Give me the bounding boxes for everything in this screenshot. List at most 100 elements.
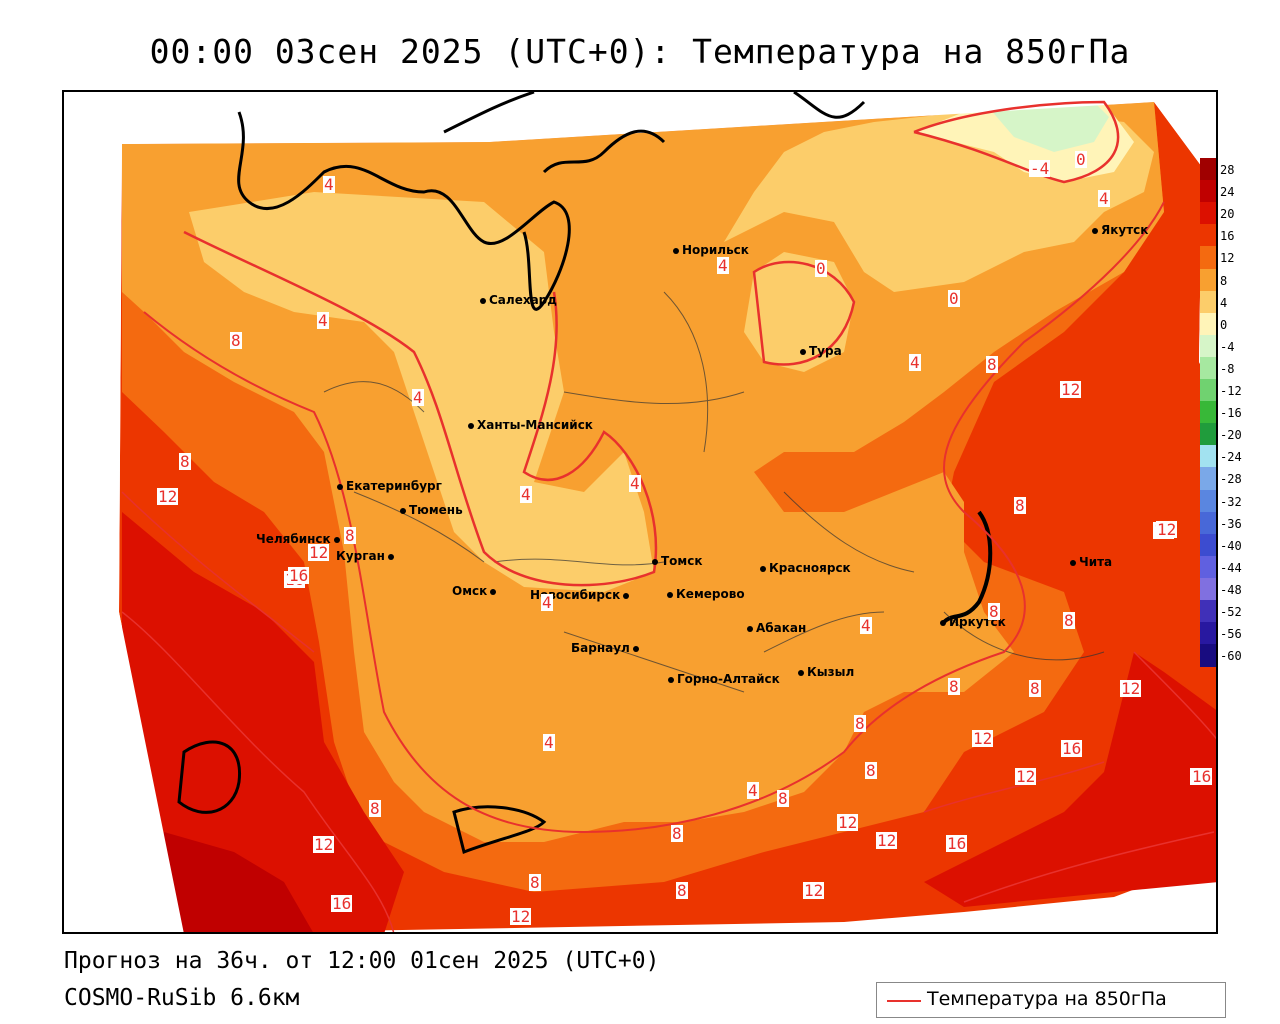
colorbar-cell (1200, 334, 1216, 358)
colorbar-tick-label: 12 (1220, 251, 1235, 266)
colorbar-tick-label: -56 (1220, 627, 1242, 642)
colorbar-cell (1200, 600, 1216, 623)
contour-label: 0 (948, 289, 960, 308)
city-name: Красноярск (769, 561, 851, 575)
city-dot (760, 565, 766, 572)
city-tomsk: Томск (652, 554, 703, 568)
colorbar-cell (1200, 445, 1216, 468)
city-name: Ханты-Мансийск (477, 418, 593, 432)
colorbar-cell (1200, 622, 1216, 645)
city-dot (468, 422, 474, 429)
city-name: Абакан (756, 621, 807, 635)
colorbar-cell (1200, 644, 1216, 667)
contour-label: 12 (972, 729, 994, 748)
contour-label: 8 (1063, 611, 1075, 630)
city-tyumen: Тюмень (400, 503, 463, 517)
caspian-lake (177, 740, 242, 814)
city-kemerovo: Кемерово (667, 587, 745, 601)
lake-baikal (942, 510, 993, 624)
colorbar-cell (1200, 158, 1216, 181)
contour-label: 4 (543, 733, 555, 752)
contour-label: 8 (344, 526, 356, 545)
colorbar-tick-label: -44 (1220, 560, 1242, 575)
colorbar-tick-label: -24 (1220, 450, 1242, 465)
colorbar-tick-label: -60 (1220, 649, 1242, 664)
outside-domain-top (64, 92, 1216, 144)
colorbar-tick-label: 4 (1220, 295, 1228, 310)
coastline (237, 92, 866, 311)
city-norilsk: Норильск (673, 243, 749, 257)
colorbar-tick-label: -12 (1220, 384, 1242, 398)
contour-label: 12 (308, 543, 330, 562)
temperature-map[interactable]: Норильск Якутск Салехард Тура Ханты-Манс… (62, 90, 1218, 934)
contour-label: 12 (1060, 380, 1082, 399)
colorbar-tick-label: -36 (1220, 516, 1242, 531)
contour-label: 8 (369, 799, 381, 818)
city-name: Кызыл (807, 665, 855, 679)
colorbar-cell (1200, 511, 1216, 535)
city-dot (747, 625, 753, 632)
contour-label: 12 (313, 835, 335, 854)
field-16-20-east (924, 652, 1216, 907)
region-borders (323, 291, 1105, 693)
contour-label: 8 (988, 602, 1000, 621)
field-0-4-tura (744, 252, 854, 372)
contour-label: 12 (1120, 679, 1142, 698)
city-dot (623, 592, 630, 599)
colorbar-cell (1200, 268, 1216, 292)
contour-label: 4 (1098, 189, 1110, 208)
contour-label: 16 (1061, 739, 1083, 758)
contour-label: 12 (157, 487, 179, 506)
colorbar-cell (1200, 467, 1216, 490)
contour-label: 12 (510, 907, 532, 926)
colorbar-tick-label: 0 (1220, 317, 1228, 332)
contour-label: 8 (529, 873, 541, 892)
colorbar-tick-label: -20 (1220, 428, 1242, 443)
legend-box: Температура на 850гПа (876, 982, 1226, 1018)
city-name: Курган (336, 549, 385, 563)
contour-label: 8 (948, 677, 960, 696)
contour-label: 8 (1029, 679, 1041, 698)
city-abakan: Абакан (747, 621, 806, 635)
city-ekaterinburg: Екатеринбург (337, 479, 442, 493)
colorbar-tick-label: -48 (1220, 582, 1242, 597)
city-barnaul: Барнаул (571, 641, 642, 655)
contour-label: 4 (317, 311, 329, 330)
colorbar-cell (1200, 533, 1216, 557)
model-name: COSMO-RuSib 6.6км (64, 985, 300, 1011)
city-dot (940, 619, 946, 626)
city-salekhard: Салехард (480, 293, 557, 307)
city-name: Норильск (682, 243, 749, 257)
city-dot (337, 483, 343, 490)
outside-domain-left (64, 144, 184, 932)
contour-label: 4 (412, 388, 424, 407)
contour-label: 12 (837, 813, 859, 832)
forecast-info: Прогноз на 36ч. от 12:00 01сен 2025 (UTC… (64, 948, 660, 974)
contour-label: 4 (747, 781, 759, 800)
contour-label: 16 (331, 894, 353, 913)
map-title: 00:00 03сен 2025 (UTC+0): Температура на… (149, 32, 1131, 71)
city-name: Тура (809, 344, 842, 358)
field-16-20-west (122, 512, 404, 932)
city-khanty-mansiysk: Ханты-Мансийск (468, 418, 593, 432)
isotherm-4 (183, 230, 658, 587)
city-name: Тюмень (409, 503, 463, 517)
city-tura: Тура (800, 344, 842, 358)
city-krasnoyarsk: Красноярск (760, 561, 851, 575)
city-name: Якутск (1101, 223, 1149, 237)
city-dot (652, 558, 658, 565)
colorbar-tick-label: -32 (1220, 494, 1242, 509)
contour-label: 8 (986, 355, 998, 374)
colorbar-tick-label: 16 (1220, 229, 1235, 244)
city-name: Омск (452, 584, 488, 598)
city-dot (490, 588, 497, 595)
colorbar-cell (1200, 423, 1216, 446)
contour-label: 16 (1191, 767, 1213, 786)
contour-label: 4 (520, 485, 532, 504)
colorbar-cell (1200, 379, 1216, 402)
city-chelyabinsk: Челябинск (256, 532, 343, 546)
colorbar-tick-label: 8 (1220, 273, 1228, 288)
colorbar-tick-label: -52 (1220, 605, 1242, 619)
city-name: Екатеринбург (346, 479, 442, 493)
contour-label: 4 (541, 593, 553, 612)
